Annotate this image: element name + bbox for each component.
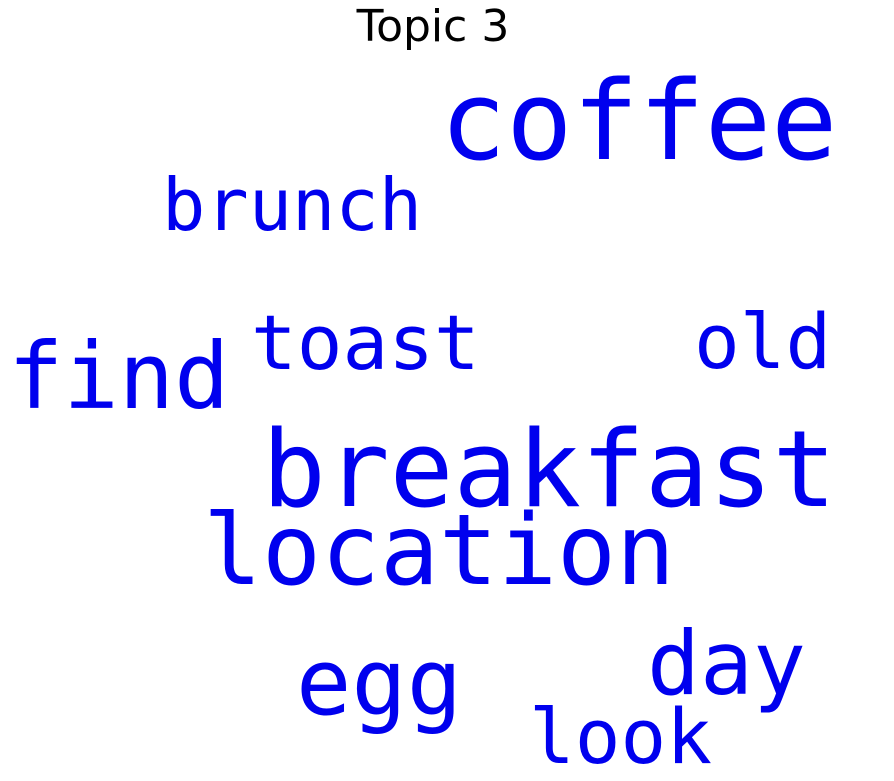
word-old: old (694, 297, 832, 386)
word-brunch: brunch (162, 163, 423, 247)
word-day: day (647, 612, 806, 715)
word-look: look (529, 692, 713, 781)
word-find: find (8, 323, 230, 430)
topic-title: Topic 3 (356, 1, 510, 52)
word-egg: egg (296, 629, 463, 736)
word-toast: toast (251, 298, 480, 387)
word-location: location (203, 494, 676, 608)
word-coffee: coffee (440, 57, 838, 185)
word-breakfast: breakfast (262, 408, 837, 531)
